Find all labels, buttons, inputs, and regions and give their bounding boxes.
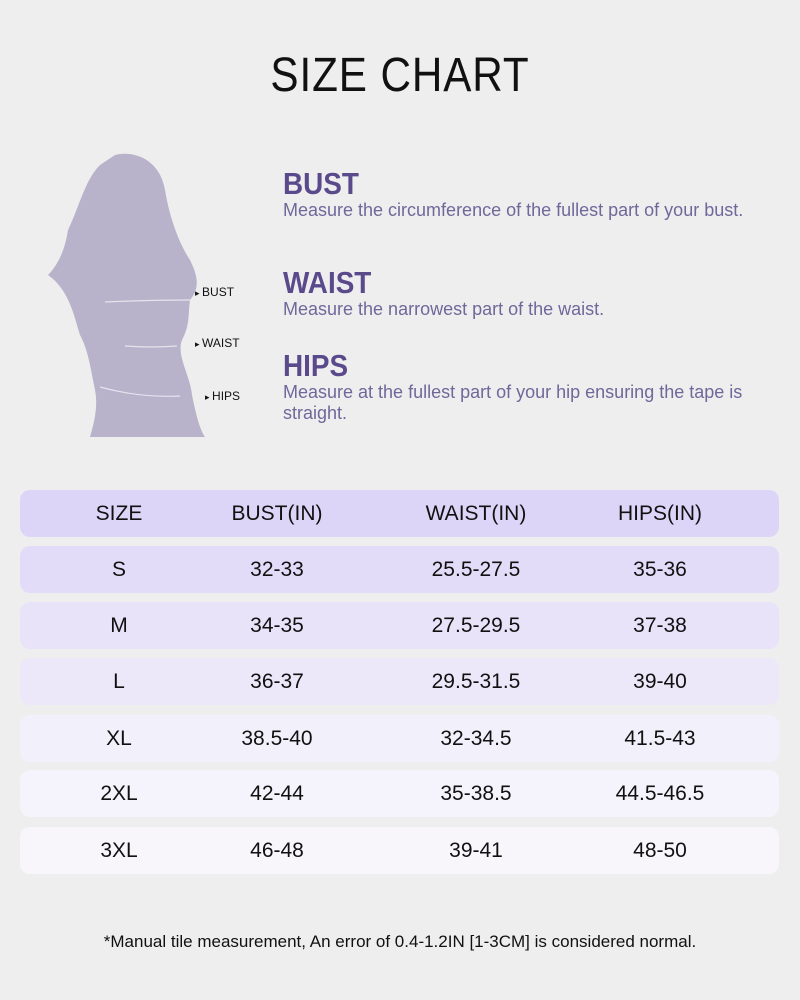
table-cell: 34-35 bbox=[250, 613, 304, 637]
table-row: 3XL 46-48 39-41 48-50 bbox=[20, 827, 779, 874]
table-cell: L bbox=[113, 669, 125, 693]
table-header-row: SIZE BUST(IN) WAIST(IN) HIPS(IN) bbox=[20, 490, 779, 537]
section-text: Measure the circumference of the fullest… bbox=[283, 200, 744, 220]
header-cell: BUST(IN) bbox=[231, 501, 323, 525]
figure-label-waist: WAIST bbox=[195, 336, 240, 350]
figure-label-hips: HIPS bbox=[205, 389, 240, 403]
section-bust: BUST Measure the circumference of the fu… bbox=[283, 168, 763, 221]
section-heading: HIPS bbox=[283, 348, 349, 383]
table-cell: 25.5-27.5 bbox=[431, 557, 521, 581]
table-cell: 46-48 bbox=[250, 838, 304, 862]
table-cell: 39-41 bbox=[449, 838, 503, 862]
table-cell: 44.5-46.5 bbox=[615, 781, 705, 805]
section-hips: HIPS Measure at the fullest part of your… bbox=[283, 350, 763, 424]
table-row: S 32-33 25.5-27.5 35-36 bbox=[20, 546, 779, 593]
table-cell: M bbox=[110, 613, 128, 637]
table-cell: XL bbox=[106, 726, 132, 750]
table-cell: 32-33 bbox=[250, 557, 304, 581]
table-cell: 39-40 bbox=[633, 669, 687, 693]
section-waist: WAIST Measure the narrowest part of the … bbox=[283, 267, 763, 320]
section-text: Measure at the fullest part of your hip … bbox=[283, 382, 743, 423]
section-heading: BUST bbox=[283, 166, 359, 201]
table-cell: S bbox=[111, 557, 127, 581]
table-cell: 37-38 bbox=[633, 613, 687, 637]
table-row: XL 38.5-40 32-34.5 41.5-43 bbox=[20, 715, 779, 762]
measurement-note: *Manual tile measurement, An error of 0.… bbox=[103, 932, 697, 951]
table-cell: 48-50 bbox=[633, 838, 687, 862]
header-cell: WAIST(IN) bbox=[425, 501, 527, 525]
section-heading: WAIST bbox=[283, 265, 372, 300]
header-cell: SIZE bbox=[95, 501, 143, 525]
table-cell: 36-37 bbox=[250, 669, 304, 693]
table-row: M 34-35 27.5-29.5 37-38 bbox=[20, 602, 779, 649]
table-cell: 3XL bbox=[100, 838, 138, 862]
table-cell: 35-36 bbox=[633, 557, 687, 581]
header-cell: HIPS(IN) bbox=[618, 501, 702, 525]
page-title: SIZE CHART bbox=[270, 49, 530, 102]
table-cell: 35-38.5 bbox=[440, 781, 512, 805]
table-cell: 38.5-40 bbox=[241, 726, 313, 750]
table-cell: 2XL bbox=[100, 781, 138, 805]
figure-label-bust: BUST bbox=[195, 285, 234, 299]
body-silhouette-icon bbox=[48, 153, 205, 438]
table-cell: 32-34.5 bbox=[440, 726, 512, 750]
table-row: L 36-37 29.5-31.5 39-40 bbox=[20, 658, 779, 705]
table-cell: 41.5-43 bbox=[624, 726, 696, 750]
table-cell: 27.5-29.5 bbox=[431, 613, 521, 637]
table-cell: 29.5-31.5 bbox=[431, 669, 521, 693]
section-text: Measure the narrowest part of the waist. bbox=[283, 299, 605, 319]
table-row: 2XL 42-44 35-38.5 44.5-46.5 bbox=[20, 770, 779, 817]
table-cell: 42-44 bbox=[250, 781, 304, 805]
